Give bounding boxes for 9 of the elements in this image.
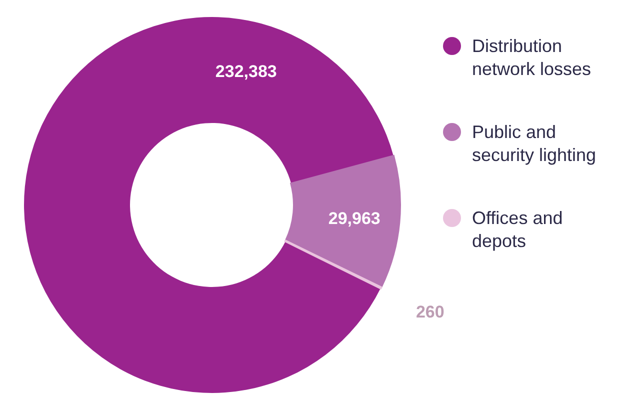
- donut-slice: [284, 240, 382, 290]
- data-label: 232,383: [215, 62, 277, 81]
- legend-label: Public and security lighting: [472, 122, 596, 165]
- legend-label: Distribution network losses: [472, 36, 592, 79]
- data-label: 260: [416, 302, 444, 322]
- legend-label: Offices and depots: [472, 208, 563, 251]
- donut-slice: [24, 17, 394, 393]
- donut-slice: [284, 154, 401, 288]
- data-label: 29,963: [328, 209, 380, 228]
